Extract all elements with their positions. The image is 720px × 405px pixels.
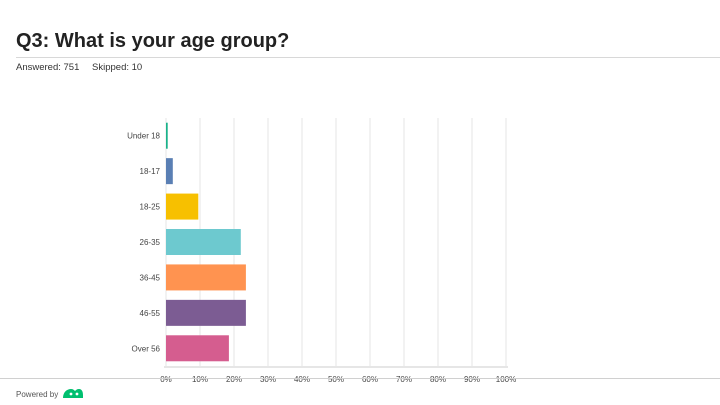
x-tick-label: 70%: [396, 375, 412, 384]
x-tick-label: 10%: [192, 375, 208, 384]
bar: [166, 122, 168, 149]
footer-divider: [0, 378, 720, 379]
bar: [166, 193, 199, 220]
x-tick-label: 40%: [294, 375, 310, 384]
footer: Powered by: [16, 387, 84, 401]
bar: [166, 335, 229, 362]
question-title: Q3: What is your age group?: [16, 30, 290, 52]
bar: [166, 229, 241, 255]
category-label: 46-55: [140, 309, 161, 318]
category-label: 18-25: [140, 203, 161, 212]
category-label: 18-17: [140, 167, 161, 176]
x-tick-label: 80%: [430, 375, 446, 384]
category-label: Under 18: [127, 132, 160, 141]
x-tick-label: 90%: [464, 375, 480, 384]
bar: [166, 158, 173, 185]
category-label: 26-35: [140, 238, 161, 247]
x-tick-label: 20%: [226, 375, 242, 384]
bar: [166, 299, 246, 326]
x-tick-label: 60%: [362, 375, 378, 384]
category-label: Over 56: [132, 344, 161, 353]
powered-by-text: Powered by: [16, 389, 59, 399]
response-stats: Answered: 751 Skipped: 10: [16, 62, 142, 73]
x-tick-label: 50%: [328, 375, 344, 384]
bar: [166, 264, 246, 291]
x-tick-label: 0%: [160, 375, 172, 384]
x-tick-label: 100%: [496, 375, 516, 384]
surveymonkey-logo-icon: [62, 387, 84, 401]
category-label: 36-45: [140, 273, 161, 282]
answered-count: Answered: 751: [16, 62, 80, 73]
title-divider: [16, 57, 720, 58]
x-tick-label: 30%: [260, 375, 276, 384]
skipped-count: Skipped: 10: [92, 62, 143, 73]
